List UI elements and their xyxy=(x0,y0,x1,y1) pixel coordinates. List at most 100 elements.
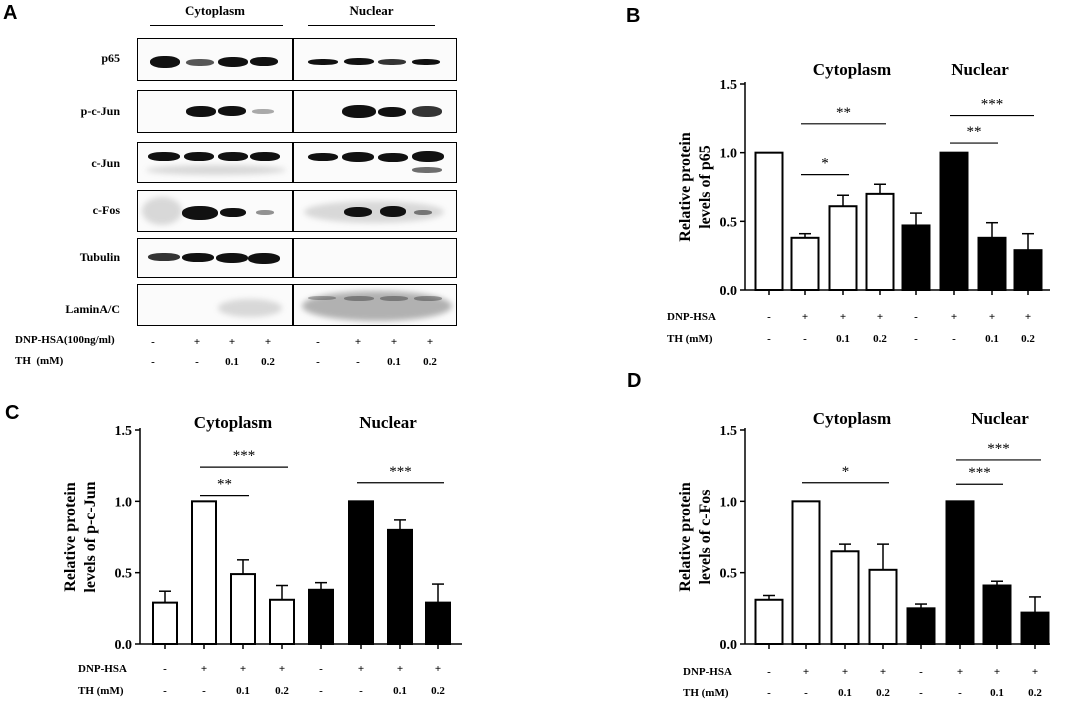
blot-band xyxy=(182,253,214,262)
blot-band xyxy=(342,152,374,162)
blot-band xyxy=(308,153,338,161)
blot-condition-mark: 0.1 xyxy=(225,356,239,368)
chart-b-dnp-mark: + xyxy=(802,311,808,323)
chart-d-significance-label: *** xyxy=(987,441,1010,457)
blot-band xyxy=(414,296,442,301)
chart-b-dnp-mark: + xyxy=(840,311,846,323)
blot-band xyxy=(252,109,274,114)
chart-c-th-mark: 0.2 xyxy=(275,685,289,697)
blot-condition-mark: + xyxy=(228,336,236,348)
chart-b-group-title: Cytoplasm xyxy=(813,60,891,79)
blot-group-cytoplasm: Cytoplasm xyxy=(185,3,245,18)
blot-condition-mark: - xyxy=(316,356,320,368)
chart-c-bar xyxy=(425,601,451,645)
chart-d-y-label: levels of c-Fos xyxy=(697,489,714,584)
chart-b-th-mark: 0.1 xyxy=(836,333,850,345)
chart-c-condition-label-th: TH (mM) xyxy=(78,685,124,697)
chart-c-dnp-mark: + xyxy=(240,663,246,675)
blot-band xyxy=(248,253,280,264)
blot-strip-p65-nuclear xyxy=(293,38,457,81)
blot-strip-p-c-jun-nuclear xyxy=(293,90,457,133)
blot-condition-label-dnp: DNP-HSA(100ng/ml) xyxy=(15,334,115,346)
blot-band xyxy=(412,151,444,162)
chart-b-bar xyxy=(901,224,931,292)
chart-b-dnp-mark: + xyxy=(877,311,883,323)
chart-c-bar xyxy=(152,601,178,645)
blot-band xyxy=(148,152,180,161)
blot-row-label-p65: p65 xyxy=(101,51,120,65)
chart-c-y-tick-label: 1.5 xyxy=(115,424,133,439)
blot-band xyxy=(414,210,432,215)
blot-band xyxy=(216,253,248,263)
blot-strip-tubulin-cytoplasm xyxy=(137,238,293,278)
chart-d-dnp-mark: - xyxy=(919,666,923,678)
chart-c-y-label: levels of p-c-Jun xyxy=(82,481,99,592)
blot-condition-mark: + xyxy=(264,336,272,348)
chart-c-bar xyxy=(348,500,374,646)
blot-smear xyxy=(302,291,452,321)
blot-strip-lamina-c-cytoplasm xyxy=(137,284,293,326)
blot-row-label-p-c-jun: p-c-Jun xyxy=(80,104,120,118)
chart-d-th-mark: 0.1 xyxy=(838,687,852,699)
blot-smear xyxy=(304,201,444,223)
chart-d-th-mark: - xyxy=(804,687,808,699)
blot-band xyxy=(186,106,216,117)
chart-c-th-mark: - xyxy=(202,685,206,697)
chart-d-condition-label-th: TH (mM) xyxy=(683,687,729,699)
chart-c-significance-label: ** xyxy=(217,477,232,493)
chart-c-y-label: Relative protein xyxy=(62,482,79,592)
blot-strip-c-fos-cytoplasm xyxy=(137,190,293,232)
chart-b-dnp-mark: + xyxy=(951,311,957,323)
chart-b-group-title: Nuclear xyxy=(951,60,1009,79)
chart-b-bar xyxy=(977,236,1007,292)
blot-band xyxy=(250,57,278,66)
chart-b-y-tick-label: 1.5 xyxy=(720,78,738,93)
chart-d-bar xyxy=(830,550,860,645)
chart-b-y-label: levels of p65 xyxy=(697,145,714,229)
chart-c-bar xyxy=(308,588,334,646)
blot-band xyxy=(412,106,442,117)
chart-d-significance-label: *** xyxy=(968,465,991,481)
chart-d-th-mark: 0.2 xyxy=(1028,687,1042,699)
chart-c-dnp-mark: + xyxy=(358,663,364,675)
chart-d-bar xyxy=(906,607,936,645)
blot-band xyxy=(412,167,442,173)
chart-b-th-mark: 0.2 xyxy=(873,333,887,345)
blot-condition-mark: + xyxy=(193,336,201,348)
panel-letter-c: C xyxy=(5,402,20,424)
chart-d-condition-label-dnp: DNP-HSA xyxy=(683,666,732,678)
chart-c-bar xyxy=(230,573,256,645)
chart-c-y-tick-label: 0.0 xyxy=(115,638,133,653)
chart-b-th-mark: - xyxy=(767,333,771,345)
chart-c-group-title: Cytoplasm xyxy=(194,413,272,432)
chart-d-th-mark: - xyxy=(958,687,962,699)
blot-condition-mark: 0.2 xyxy=(261,356,275,368)
blot-strip-tubulin-nuclear xyxy=(293,238,457,278)
chart-d-bar xyxy=(791,500,821,646)
chart-b-dnp-mark: - xyxy=(767,311,771,323)
blot-band xyxy=(380,296,408,301)
chart-d-th-mark: 0.1 xyxy=(990,687,1004,699)
chart-c-dnp-mark: + xyxy=(279,663,285,675)
chart-c-y-tick-label: 0.5 xyxy=(115,567,133,582)
blot-band xyxy=(218,152,248,161)
blot-strip-c-jun-cytoplasm xyxy=(137,142,293,183)
blot-band xyxy=(308,296,336,300)
chart-d-bar xyxy=(945,500,975,646)
chart-b-th-mark: - xyxy=(914,333,918,345)
blot-group-rule-cytoplasm xyxy=(150,25,283,26)
chart-b-significance-label: ** xyxy=(967,124,982,140)
chart-d-y-tick-label: 1.5 xyxy=(720,424,738,439)
chart-c-dnp-mark: - xyxy=(163,663,167,675)
chart-d-dnp-mark: + xyxy=(803,666,809,678)
chart-d-y-tick-label: 0.0 xyxy=(720,638,738,653)
blot-row-label-tubulin: Tubulin xyxy=(79,250,120,264)
chart-b-significance-label: * xyxy=(821,156,829,172)
chart-b-th-mark: - xyxy=(803,333,807,345)
blot-strip-c-fos-nuclear xyxy=(293,190,457,232)
blot-condition-label-th: TH (mM) xyxy=(15,355,64,367)
chart-d-y-label: Relative protein xyxy=(677,482,694,592)
chart-c-th-mark: 0.1 xyxy=(393,685,407,697)
blot-condition-mark: 0.1 xyxy=(387,356,401,368)
